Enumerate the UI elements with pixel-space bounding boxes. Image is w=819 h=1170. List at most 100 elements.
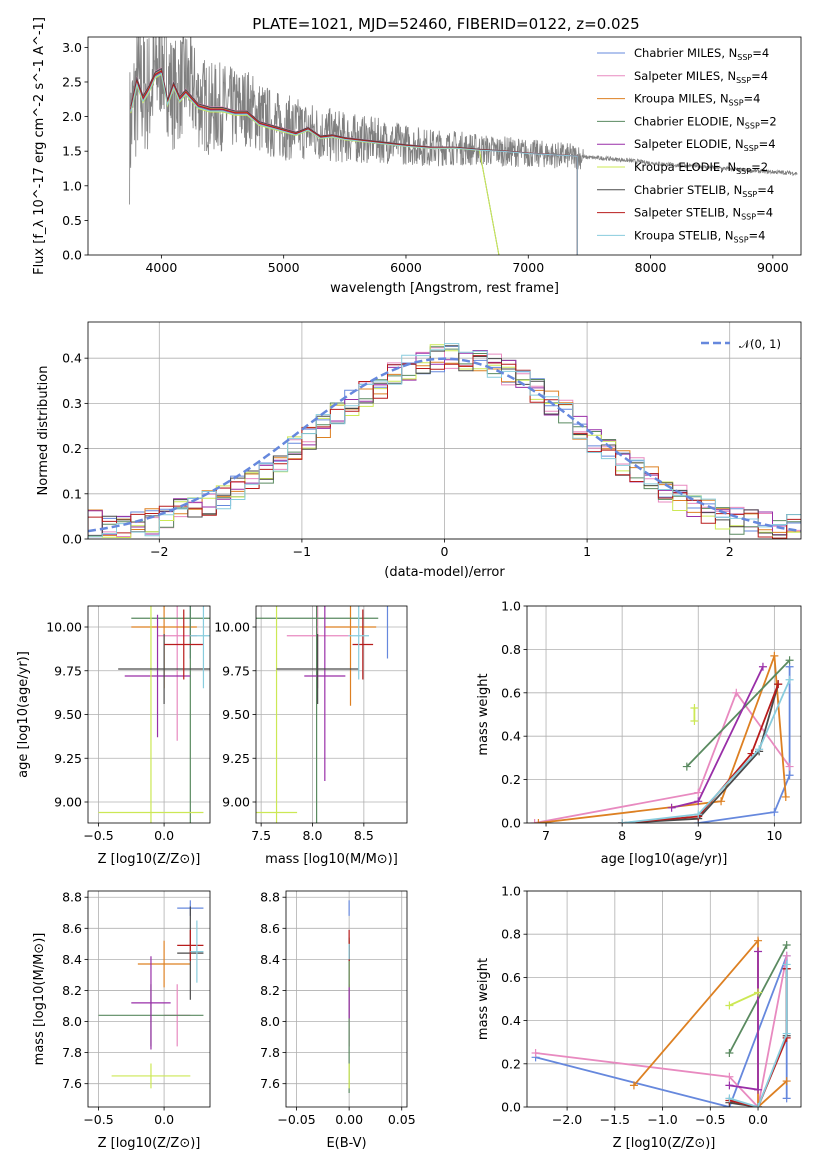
legend-label: Salpeter MILES, NSSP=4	[634, 69, 768, 85]
mass-weight-marker	[785, 771, 794, 780]
mass-weight-marker	[754, 947, 763, 956]
histogram-step	[88, 343, 801, 539]
x-tick-label: −0.5	[83, 1112, 113, 1127]
y-tick-label: 8.0	[62, 1014, 82, 1029]
x-axis-label: E(B-V)	[326, 1136, 366, 1151]
y-tick-label: 8.2	[62, 983, 82, 998]
axes-frame	[255, 605, 408, 824]
mass-weight-marker	[725, 1081, 734, 1090]
mass-weight-marker	[755, 745, 764, 754]
y-tick-label: 1.0	[501, 884, 521, 899]
y-tick-label: 0.2	[62, 441, 82, 456]
mass-weight-marker	[785, 762, 794, 771]
mass-weight-marker	[782, 941, 791, 949]
y-tick-label: 0.0	[501, 1100, 521, 1115]
y-tick-label: 7.8	[260, 1045, 280, 1060]
y-tick-label: 8.6	[260, 921, 280, 936]
mass-weight-marker	[782, 1077, 791, 1086]
errorbar-plot-area	[98, 900, 204, 1089]
spectrum-legend: Chabrier MILES, NSSP=4 Salpeter MILES, NS…	[597, 46, 777, 244]
y-tick-label: 1.0	[501, 599, 521, 614]
mass-vs-extinction-panel: −0.05 0.00 0.05 7.6 7.8 8.0 8.2 8.4 8.6 8.8 E(B-V)	[260, 890, 416, 1151]
mass-weight-marker	[629, 1081, 638, 1090]
y-tick-label: 0.6	[501, 685, 521, 700]
age-vs-metallicity-panel: −0.5 0.0 9.00 9.25 9.50 9.75 10.00 Z [log10(Z/Z…	[16, 605, 211, 867]
mass-weight-line	[622, 683, 780, 823]
y-tick-label: 0.8	[501, 642, 521, 657]
y-tick-label: 2.5	[62, 74, 82, 89]
y-tick-label: 10.00	[46, 620, 82, 635]
legend-label: Kroupa MILES, NSSP=4	[634, 92, 760, 108]
mass-weight-plot-area	[531, 936, 791, 1107]
x-tick-label: 8000	[635, 260, 667, 275]
x-tick-label: 5000	[268, 260, 300, 275]
y-tick-label: 3.0	[62, 40, 82, 55]
mass-weight-marker	[774, 680, 783, 689]
x-tick-label: 8	[618, 828, 626, 843]
y-tick-label: 1.0	[62, 178, 82, 193]
mass-weight-marker	[531, 1049, 540, 1057]
y-tick-label: 1.5	[62, 144, 82, 159]
y-tick-label: 0.0	[501, 816, 521, 831]
y-tick-label: 8.0	[260, 1014, 280, 1029]
legend-label: 𝒩(0, 1)	[739, 337, 781, 351]
mass-weight-line	[621, 679, 791, 823]
axes-frame	[526, 890, 802, 1108]
mass-weight-line	[535, 955, 788, 1107]
legend-label: Chabrier ELODIE, NSSP=2	[634, 114, 777, 130]
mass-weight-vs-metallicity-panel: −2.0 −1.5 −1.0 −0.5 0.0 0.0 0.2 0.4 0.6 0.8 1.0 Z […	[476, 884, 802, 1151]
mass-weight-marker	[758, 662, 767, 671]
mass-weight-line	[535, 955, 788, 1107]
spectrum-plot-area	[129, 37, 798, 255]
mass-weight-marker	[725, 1072, 734, 1081]
y-tick-label: 9.00	[54, 795, 82, 810]
x-tick-label: −1.0	[647, 1112, 677, 1127]
y-axis-label: mass weight	[476, 958, 491, 1040]
model-spectrum-line	[130, 72, 578, 255]
mass-weight-marker	[781, 792, 790, 801]
x-tick-label: 8.5	[354, 828, 374, 843]
x-tick-label: −1.5	[600, 1112, 630, 1127]
mass-weight-vs-age-panel: 7 8 9 10 0.0 0.2 0.4 0.6 0.8 1.0 age [log10(age/yr…	[476, 599, 802, 867]
mass-vs-metallicity-panel: −0.5 0.0 7.6 7.8 8.0 8.2 8.4 8.6 8.8 Z [log10(Z/Z…	[32, 890, 211, 1151]
legend-label: Chabrier STELIB, NSSP=4	[634, 183, 774, 199]
x-tick-label: −2	[150, 544, 168, 559]
mass-weight-marker	[754, 936, 763, 945]
y-tick-label: 7.6	[62, 1076, 82, 1091]
x-tick-label: 9000	[757, 260, 789, 275]
x-axis-label: Z [log10(Z/Z⊙)]	[98, 852, 201, 867]
y-tick-label: 0.8	[501, 927, 521, 942]
mass-weight-marker	[694, 810, 703, 819]
mass-weight-marker	[732, 688, 741, 697]
mass-weight-marker	[694, 797, 703, 806]
spectrum-panel: 4000 5000 6000 7000 8000 9000 0.0 0.5 1.0 1.5 2.0 2…	[32, 17, 802, 296]
x-tick-label: 7	[542, 828, 550, 843]
x-axis-label: Z [log10(Z/Z⊙)]	[98, 1136, 201, 1151]
y-axis-label: age [log10(age/yr)]	[16, 651, 31, 778]
y-tick-label: 0.2	[501, 772, 521, 787]
x-tick-label: 1	[583, 544, 591, 559]
mass-weight-line	[671, 666, 764, 809]
axes-frame	[526, 605, 802, 824]
errorbar-plot-area	[98, 606, 210, 823]
legend-label: Kroupa STELIB, NSSP=4	[634, 228, 765, 244]
mass-weight-line	[686, 659, 791, 768]
x-tick-label: 0.00	[335, 1112, 363, 1127]
gaussian-curve	[88, 357, 801, 533]
y-tick-label: 9.25	[222, 751, 250, 766]
y-tick-label: 0.5	[62, 213, 82, 228]
legend-label: Salpeter STELIB, NSSP=4	[634, 206, 773, 222]
y-tick-label: 2.0	[62, 109, 82, 124]
mass-weight-marker	[534, 819, 543, 823]
y-tick-label: 8.4	[62, 952, 82, 967]
x-tick-label: 9	[694, 828, 702, 843]
y-tick-label: 0.4	[501, 1013, 521, 1028]
mass-weight-plot-area	[530, 651, 794, 823]
mass-weight-marker	[770, 651, 779, 660]
x-tick-label: 8.0	[303, 828, 323, 843]
y-tick-label: 8.8	[62, 890, 82, 905]
x-axis-label: wavelength [Angstrom, rest frame]	[330, 281, 559, 296]
mass-weight-marker	[785, 656, 794, 665]
mass-weight-marker	[782, 1094, 791, 1103]
y-tick-label: 0.1	[62, 486, 82, 501]
